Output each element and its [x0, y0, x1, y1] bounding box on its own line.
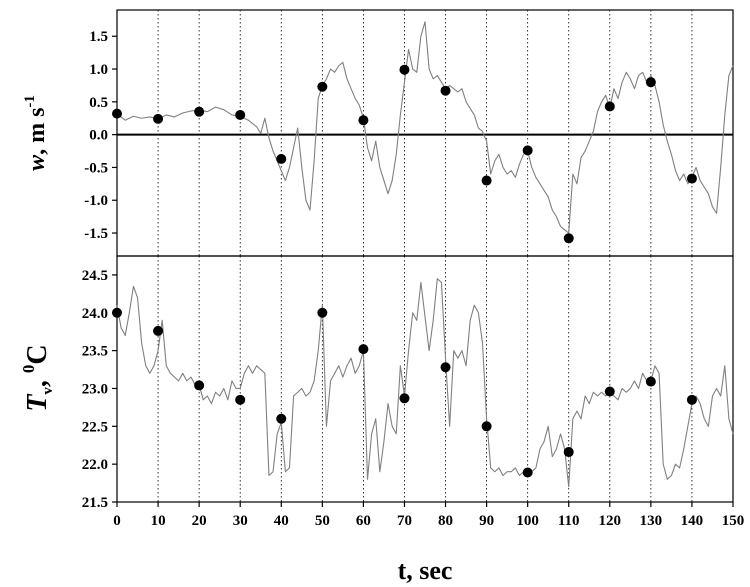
- x-tick-label-11: 110: [558, 513, 580, 529]
- y-tick-label-w-4: 0.5: [89, 95, 108, 111]
- plot-frame-tv: [116, 255, 734, 503]
- y-ticks-w: -1.5 -1.0 -0.5 0.0 0.5 1.0 1.5: [84, 29, 117, 242]
- point-tv-9: [481, 421, 492, 432]
- trace-tv: [116, 278, 734, 488]
- point-w-2: [194, 106, 205, 117]
- y-tick-label-tv-3: 23.0: [82, 381, 108, 397]
- point-w-4: [276, 153, 287, 164]
- y-tick-label-w-2: -0.5: [84, 160, 108, 176]
- y-axis-label-w: w, m s-1: [22, 95, 50, 171]
- point-tv-14: [686, 394, 697, 405]
- x-tick-label-6: 60: [356, 513, 371, 529]
- x-tick-label-4: 40: [274, 513, 289, 529]
- x-tick-label-7: 70: [397, 513, 412, 529]
- panel-tv: 21.5 22.0 22.5 23.0 23.5 24.0 24.5 Tv, 0C: [19, 255, 734, 511]
- x-tick-label-5: 50: [315, 513, 330, 529]
- point-w-7: [399, 64, 410, 75]
- y-ticks-tv: 21.5 22.0 22.5 23.0 23.5 24.0 24.5: [82, 268, 117, 511]
- point-w-3: [235, 109, 246, 120]
- x-tick-label-15: 150: [722, 513, 745, 529]
- point-tv-11: [563, 447, 574, 458]
- x-tick-label-1: 10: [151, 513, 166, 529]
- y-tick-label-tv-1: 22.0: [82, 457, 108, 473]
- x-tick-label-2: 20: [192, 513, 207, 529]
- point-tv-1: [153, 325, 164, 336]
- point-w-10: [522, 145, 533, 156]
- y-tick-label-tv-4: 23.5: [82, 344, 108, 360]
- x-tick-label-12: 120: [599, 513, 622, 529]
- trace-w: [116, 21, 734, 234]
- x-axis-label: t, sec: [398, 556, 453, 585]
- point-tv-2: [194, 380, 205, 391]
- y-tick-label-w-6: 1.5: [89, 29, 108, 45]
- x-tick-label-0: 0: [113, 513, 121, 529]
- y-tick-label-tv-2: 22.5: [82, 419, 108, 435]
- plot-frame-w: [116, 9, 734, 257]
- sample-points-tv: [112, 307, 697, 478]
- y-tick-label-w-3: 0.0: [89, 128, 108, 144]
- y-tick-label-tv-5: 24.0: [82, 306, 108, 322]
- point-tv-5: [317, 307, 328, 318]
- point-tv-4: [276, 413, 287, 424]
- x-ticks: 0 10 20 30 40 50 60 70 80 90 100 110 120 130 140 150: [113, 502, 744, 529]
- point-tv-13: [645, 376, 656, 387]
- series-line-w: [116, 21, 734, 234]
- sample-points-w: [112, 64, 697, 244]
- point-w-12: [604, 101, 615, 112]
- point-tv-6: [358, 344, 369, 355]
- y-tick-label-w-5: 1.0: [89, 62, 108, 78]
- point-tv-8: [440, 362, 451, 373]
- point-tv-12: [604, 386, 615, 397]
- panel-w: -1.5 -1.0 -0.5 0.0 0.5 1.0 1.5 w, m s-1: [22, 9, 734, 257]
- y-axis-label-tv: Tv, 0C: [19, 344, 56, 411]
- point-w-11: [563, 233, 574, 244]
- x-tick-label-8: 80: [438, 513, 453, 529]
- x-tick-label-10: 100: [516, 513, 539, 529]
- series-line-tv: [116, 278, 734, 488]
- point-w-13: [645, 77, 656, 88]
- y-tick-label-tv-0: 21.5: [82, 495, 108, 511]
- y-tick-label-w-0: -1.5: [84, 226, 108, 242]
- point-w-5: [317, 81, 328, 92]
- point-w-9: [481, 175, 492, 186]
- point-w-8: [440, 85, 451, 96]
- point-tv-7: [399, 393, 410, 404]
- y-tick-label-tv-6: 24.5: [82, 268, 108, 284]
- x-tick-label-3: 30: [233, 513, 248, 529]
- point-tv-10: [522, 467, 533, 478]
- point-w-6: [358, 115, 369, 126]
- point-w-0: [112, 108, 122, 119]
- point-w-14: [686, 173, 697, 184]
- x-tick-label-13: 130: [640, 513, 663, 529]
- x-tick-label-9: 90: [479, 513, 494, 529]
- point-w-1: [153, 113, 164, 124]
- grid-lines-tv: [157, 256, 693, 502]
- grid-lines-w: [157, 10, 693, 256]
- y-tick-label-w-1: -1.0: [84, 193, 108, 209]
- x-tick-label-14: 140: [681, 513, 704, 529]
- point-tv-3: [235, 394, 246, 405]
